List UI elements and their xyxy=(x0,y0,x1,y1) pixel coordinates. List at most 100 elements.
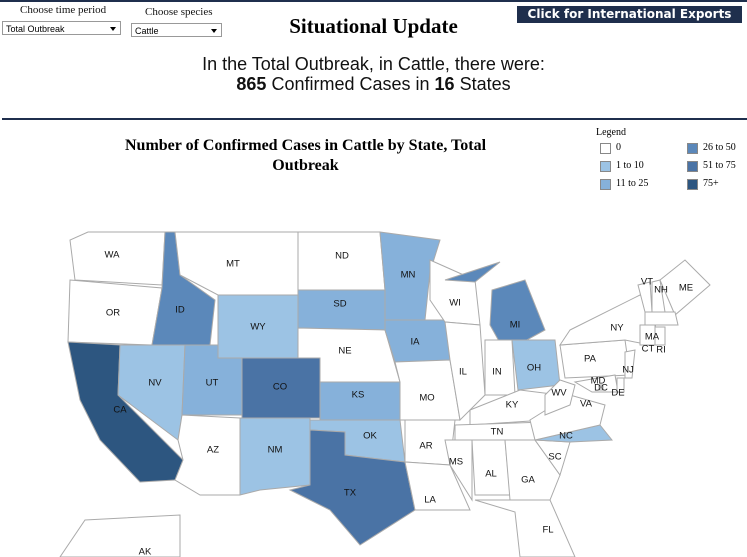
state-label: WY xyxy=(250,322,266,333)
legend-swatch xyxy=(600,179,611,190)
state-shape[interactable] xyxy=(69,231,166,286)
state-shape[interactable] xyxy=(429,259,481,326)
control-label: Choose species xyxy=(145,6,213,18)
state-shape[interactable] xyxy=(474,499,576,557)
state-label: SD xyxy=(333,299,346,310)
state-shape[interactable] xyxy=(444,321,486,422)
state-label: AR xyxy=(419,441,432,452)
state-label: UT xyxy=(206,378,219,389)
state-shape[interactable] xyxy=(404,461,471,511)
summary-text: Confirmed Cases in xyxy=(271,74,430,94)
state-shape[interactable] xyxy=(598,384,604,391)
state-label: IN xyxy=(492,367,502,378)
state-label: DC xyxy=(594,383,608,394)
state-label: AK xyxy=(139,547,152,557)
state-shape[interactable] xyxy=(297,289,386,331)
legend-label: 75+ xyxy=(703,178,719,189)
state-label: MO xyxy=(419,393,434,404)
legend-swatch xyxy=(687,179,698,190)
legend-swatch xyxy=(687,143,698,154)
state-shape[interactable] xyxy=(239,417,311,496)
state-label: OK xyxy=(363,431,377,442)
state-label: FL xyxy=(542,525,553,536)
state-shape[interactable] xyxy=(544,379,576,416)
species-select[interactable]: Cattle xyxy=(131,23,222,37)
case-count: 865 xyxy=(236,74,267,94)
map-title: Number of Confirmed Cases in Cattle by S… xyxy=(124,137,487,174)
state-label: NH xyxy=(654,285,668,296)
state-label: IA xyxy=(411,337,421,348)
state-shape[interactable] xyxy=(319,381,401,421)
top-rule xyxy=(0,0,747,2)
state-label: MD xyxy=(591,376,606,387)
state-label: ID xyxy=(175,305,185,316)
state-label: ME xyxy=(679,283,693,294)
time-select[interactable]: Total Outbreak xyxy=(2,21,121,35)
state-label: WI xyxy=(449,298,461,309)
state-label: MA xyxy=(645,332,660,343)
state-label: MN xyxy=(401,270,416,281)
summary-line: 865 Confirmed Cases in 16 States xyxy=(0,74,747,95)
state-shape[interactable] xyxy=(616,377,625,393)
state-label: WV xyxy=(551,388,567,399)
legend-label: 51 to 75 xyxy=(703,160,736,171)
state-label: DE xyxy=(611,388,624,399)
state-label: NC xyxy=(559,431,573,442)
state-shape[interactable] xyxy=(659,259,711,316)
state-label: NM xyxy=(268,445,283,456)
state-label: MI xyxy=(510,320,521,331)
state-label: VA xyxy=(580,399,593,410)
state-label: SC xyxy=(548,452,561,463)
state-label: CT xyxy=(642,344,655,355)
legend-label: 1 to 10 xyxy=(616,160,644,171)
control-label: Choose time period xyxy=(20,4,107,16)
summary-intro: In the Total Outbreak, in Cattle, there … xyxy=(202,54,545,74)
separator xyxy=(2,118,747,120)
state-count: 16 xyxy=(434,74,455,94)
state-shape[interactable] xyxy=(444,439,473,502)
legend-title: Legend xyxy=(596,127,626,138)
state-label: GA xyxy=(521,475,535,486)
state-label: MS xyxy=(449,457,463,468)
state-label: AL xyxy=(485,469,497,480)
state-shape[interactable] xyxy=(288,429,416,546)
state-shape[interactable] xyxy=(471,439,511,496)
legend-label: 26 to 50 xyxy=(703,142,736,153)
state-shape[interactable] xyxy=(624,349,636,379)
state-shape[interactable] xyxy=(504,439,561,501)
state-shape[interactable] xyxy=(654,326,666,346)
state-label: CO xyxy=(273,382,287,393)
state-shape[interactable] xyxy=(59,514,181,557)
state-label: IL xyxy=(459,367,467,378)
state-label: OH xyxy=(527,363,541,374)
page-title: Situational Update xyxy=(289,14,458,38)
legend-swatch xyxy=(600,143,611,154)
state-shape[interactable] xyxy=(394,359,461,421)
legend-label: 0 xyxy=(616,142,621,153)
state-label: TX xyxy=(344,488,357,499)
state-label: MT xyxy=(226,259,240,270)
state-label: OR xyxy=(106,308,120,319)
state-label: NV xyxy=(148,378,162,389)
state-label: ND xyxy=(335,251,349,262)
legend-label: 11 to 25 xyxy=(616,178,649,189)
legend-swatch xyxy=(687,161,698,172)
state-label: TN xyxy=(491,427,504,438)
state-label: PA xyxy=(584,354,597,365)
state-label: LA xyxy=(424,495,436,506)
state-shape[interactable] xyxy=(644,311,679,326)
state-label: NE xyxy=(338,346,351,357)
export-button[interactable]: Click for International Exports xyxy=(517,6,742,23)
state-label: RI xyxy=(656,345,666,356)
summary-text: States xyxy=(459,74,511,94)
state-label: VT xyxy=(641,277,653,288)
legend-swatch xyxy=(600,161,611,172)
state-label: NY xyxy=(610,323,624,334)
state-label: CA xyxy=(113,405,127,416)
state-label: WA xyxy=(105,250,121,261)
state-label: KY xyxy=(506,400,519,411)
state-label: AZ xyxy=(207,445,219,456)
state-label: KS xyxy=(352,390,365,401)
